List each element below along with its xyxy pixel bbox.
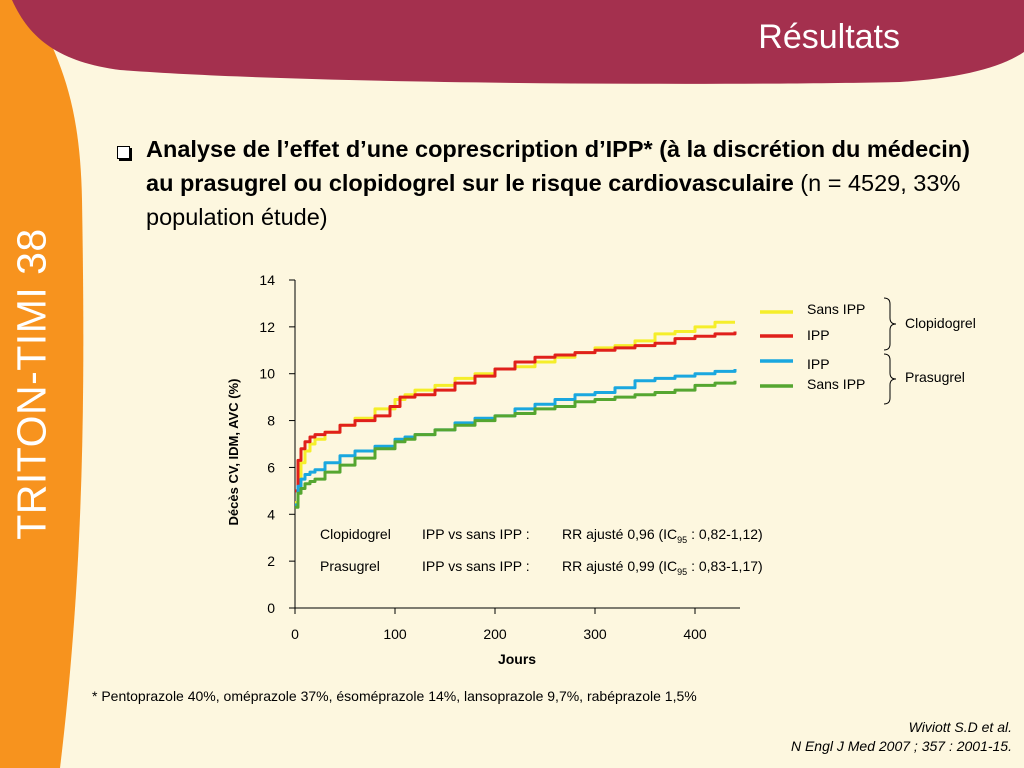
annotation-result-suffix: : 0,83-1,17) — [687, 558, 763, 574]
annotation-result-subscript: 95 — [677, 535, 687, 545]
y-tick-label: 10 — [259, 366, 275, 382]
annotation-result-subscript: 95 — [677, 567, 687, 577]
y-tick-label: 4 — [267, 506, 275, 522]
y-tick-label: 8 — [267, 413, 275, 429]
legend-group-label: Clopidogrel — [905, 315, 976, 331]
y-tick-label: 6 — [267, 459, 275, 475]
checkbox-bullet-icon — [117, 146, 130, 159]
bullet-text: Analyse de l’effet d’une coprescription … — [146, 132, 987, 234]
x-tick-label: 200 — [483, 626, 507, 642]
legend-label: Sans IPP — [807, 301, 865, 317]
legend: Sans IPP IPP Clopidogrel IPP Sans IPP Pr… — [760, 297, 976, 405]
reference-authors: Wiviott S.D et al. — [908, 719, 1012, 735]
y-tick-label: 2 — [267, 553, 275, 569]
legend-group-label: Prasugrel — [905, 369, 965, 385]
x-axis-label: Jours — [498, 651, 536, 667]
annotation-comparison: IPP vs sans IPP : — [422, 526, 530, 542]
x-tick-label: 0 — [291, 626, 299, 642]
bullet-bold-text: Analyse de l’effet d’une coprescription … — [146, 136, 970, 196]
legend-brace-clopidogrel — [883, 297, 897, 351]
annotation-result-suffix: : 0,82-1,12) — [687, 526, 763, 542]
series-line-clopidogrel-ipp — [295, 331, 737, 493]
y-tick-label: 0 — [267, 600, 275, 616]
reference-journal: N Engl J Med 2007 ; 357 : 2001-15. — [790, 738, 1012, 754]
annotation-result: RR ajusté 0,96 (IC95 : 0,82-1,12) — [562, 526, 763, 545]
annotation-comparison: IPP vs sans IPP : — [422, 558, 530, 574]
annotation-result-prefix: RR ajusté 0,99 (IC — [562, 558, 677, 574]
bullet-point: Analyse de l’effet d’une coprescription … — [117, 132, 987, 234]
series-line-prasugrel-sans-ipp — [295, 380, 737, 509]
y-tick-label: 12 — [259, 319, 275, 335]
annotation-result: RR ajusté 0,99 (IC95 : 0,83-1,17) — [562, 558, 763, 577]
header-band — [12, 0, 1024, 84]
annotation-group-label: Clopidogrel — [320, 526, 391, 542]
slide-title: Résultats — [758, 18, 900, 56]
y-axis-label: Décès CV, IDM, AVC (%) — [226, 379, 241, 526]
annotation-prasugrel: Prasugrel IPP vs sans IPP : RR ajusté 0,… — [320, 558, 763, 577]
footnote: * Pentoprazole 40%, oméprazole 37%, ésom… — [92, 688, 697, 704]
legend-label: IPP — [807, 356, 830, 372]
sidebar-band — [0, 0, 84, 768]
series-line-prasugrel-ipp — [295, 369, 737, 507]
x-tick-label: 100 — [383, 626, 407, 642]
annotation-clopidogrel: Clopidogrel IPP vs sans IPP : RR ajusté … — [320, 526, 763, 545]
legend-label: IPP — [807, 327, 830, 343]
legend-label: Sans IPP — [807, 376, 865, 392]
annotation-group-label: Prasugrel — [320, 558, 380, 574]
bullet-normal-text: (n = 4529, 33% population étude) — [146, 170, 961, 230]
y-tick-label: 14 — [259, 272, 275, 288]
x-tick-label: 400 — [683, 626, 707, 642]
annotation-result-prefix: RR ajusté 0,96 (IC — [562, 526, 677, 542]
reference: Wiviott S.D et al. N Engl J Med 2007 ; 3… — [791, 718, 1012, 756]
legend-brace-prasugrel — [883, 353, 897, 405]
x-tick-label: 300 — [583, 626, 607, 642]
